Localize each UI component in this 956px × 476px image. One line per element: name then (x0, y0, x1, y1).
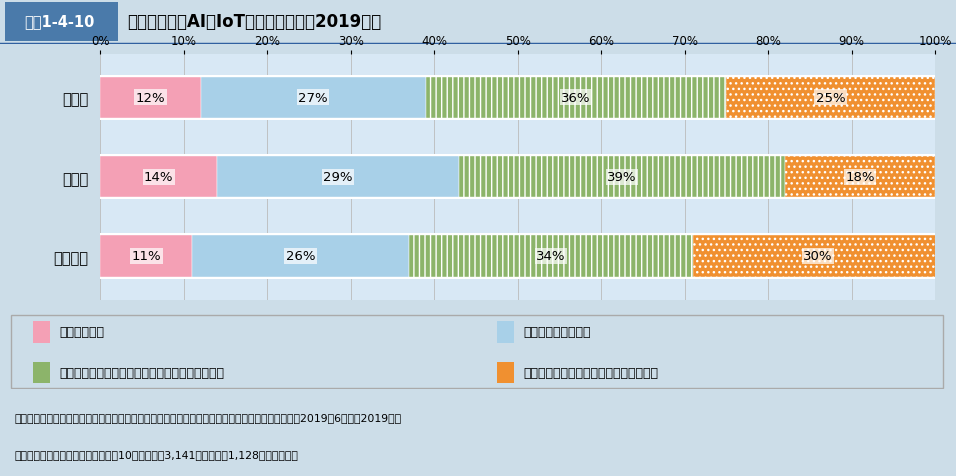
Bar (497, 362, 513, 383)
Text: 29%: 29% (323, 171, 353, 184)
Text: 30%: 30% (803, 250, 833, 263)
Text: 活用予定はないが、社内的な関心が高まっている: 活用予定はないが、社内的な関心が高まっている (59, 366, 225, 379)
Text: 26%: 26% (286, 250, 315, 263)
Text: 資料：株式会社日本政策投資銀行「【特別アンケート】企業行動に関する意識調査結果（大企業）2019年6月」（2019年）: 資料：株式会社日本政策投資銀行「【特別アンケート】企業行動に関する意識調査結果（… (14, 412, 402, 422)
Bar (100, 236, 192, 277)
Bar (459, 157, 785, 198)
Text: 27%: 27% (298, 92, 328, 105)
Bar (693, 236, 944, 277)
Bar (100, 155, 935, 200)
Text: 34%: 34% (536, 250, 566, 263)
Bar (100, 78, 201, 119)
Bar (192, 236, 409, 277)
Bar (100, 234, 935, 279)
Bar (100, 157, 217, 198)
Bar (497, 322, 513, 343)
Bar (33, 322, 50, 343)
Bar (425, 78, 727, 119)
Text: 14%: 14% (144, 171, 174, 184)
Bar (727, 78, 935, 119)
Bar (409, 236, 693, 277)
Text: 図表1-4-10: 図表1-4-10 (24, 14, 95, 29)
Text: （注）　調査対象は大企業（資本金10億円以上）3,141社であり、1,128社より回答。: （注） 調査対象は大企業（資本金10億円以上）3,141社であり、1,128社よ… (14, 449, 298, 459)
Bar (217, 157, 459, 198)
Bar (33, 362, 50, 383)
Bar (5, 3, 118, 42)
Bar (100, 76, 935, 121)
Text: 活用を検討している: 活用を検討している (523, 326, 591, 339)
Bar (785, 157, 935, 198)
Text: 12%: 12% (136, 92, 165, 105)
Text: 企業におけるAI、IoT等の活用状況（2019年）: 企業におけるAI、IoT等の活用状況（2019年） (127, 13, 381, 30)
Text: 39%: 39% (607, 171, 637, 184)
Text: 活用予定はなく、関心も高まっていない: 活用予定はなく、関心も高まっていない (523, 366, 658, 379)
Text: 25%: 25% (815, 92, 845, 105)
Text: 11%: 11% (132, 250, 162, 263)
Text: 活用している: 活用している (59, 326, 104, 339)
Text: 36%: 36% (561, 92, 591, 105)
Text: 18%: 18% (845, 171, 875, 184)
Bar (201, 78, 425, 119)
